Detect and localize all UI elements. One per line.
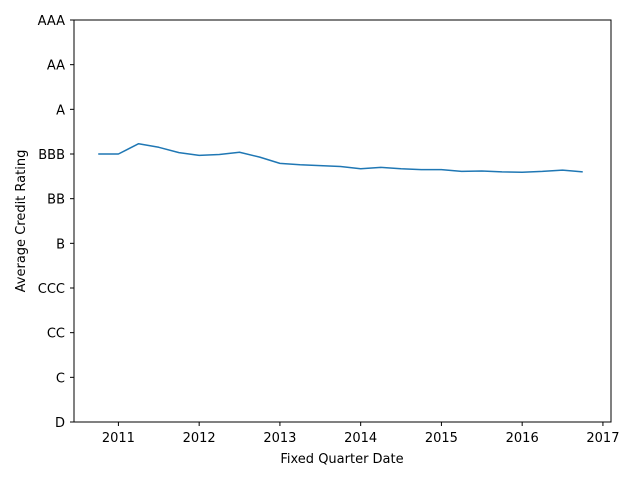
series-line <box>98 142 583 174</box>
plot-frame <box>73 19 612 423</box>
x-tick-label: 2012 <box>183 431 216 446</box>
x-tick-label: 2017 <box>586 431 619 446</box>
y-tick-label: AA <box>47 59 65 74</box>
series-layer <box>98 142 583 174</box>
plot-background <box>74 20 611 422</box>
x-tick-label: 2011 <box>102 431 135 446</box>
y-tick-label: CCC <box>38 282 65 297</box>
y-tick-label: A <box>56 103 65 118</box>
x-tick-label: 2015 <box>425 431 458 446</box>
y-tick-label: BB <box>47 193 65 208</box>
y-axis-label: Average Credit Rating <box>14 150 29 293</box>
x-tick-label: 2016 <box>506 431 539 446</box>
y-tick-label: C <box>56 371 65 386</box>
y-tick-label: B <box>56 237 65 252</box>
x-tick-label: 2013 <box>263 431 296 446</box>
x-axis-label: Fixed Quarter Date <box>280 452 403 467</box>
y-tick-label: AAA <box>38 14 66 29</box>
y-tick-label: D <box>55 416 65 431</box>
y-tick-label: BBB <box>38 148 65 163</box>
x-axis-ticks: 2011 2012 2013 2014 2015 2016 2017 <box>102 422 619 446</box>
x-tick-label: 2014 <box>344 431 377 446</box>
y-tick-label: CC <box>47 327 65 342</box>
